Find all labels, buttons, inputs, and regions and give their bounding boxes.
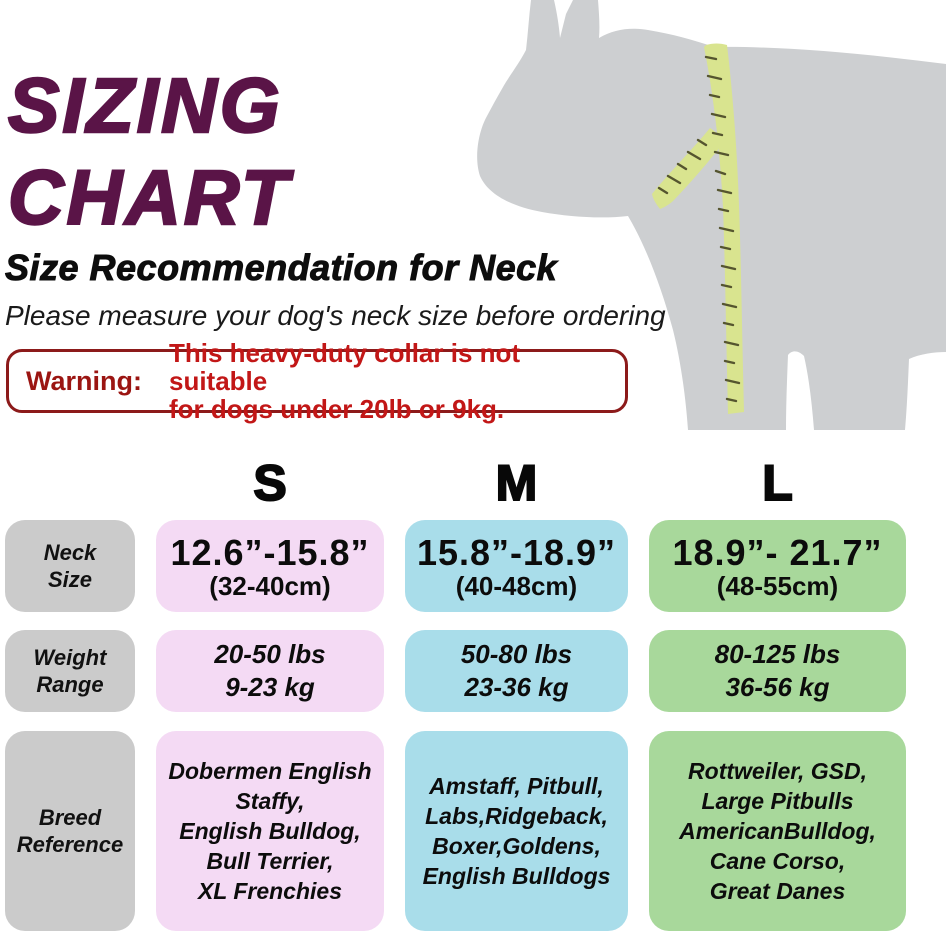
page-title: SIZING CHART [7,60,292,244]
dog-silhouette-icon [477,0,946,430]
row-label-text: Neck Size [43,540,97,592]
neck-size-s-cm: (32-40cm) [209,570,331,601]
breed-reference-row: Breed Reference Dobermen English Staffy,… [5,731,906,931]
column-header-m: M [495,454,539,512]
column-header-l: L [761,454,794,512]
breed-reference-cell-s: Dobermen English Staffy, English Bulldog… [156,731,384,931]
row-label-breed-reference: Breed Reference [5,731,135,931]
breed-reference-cell-m: Amstaff, Pitbull, Labs,Ridgeback, Boxer,… [405,731,628,931]
row-label-text: Breed Reference [16,805,124,857]
neck-size-cell-m: 15.8”-18.9” (40-48cm) [405,520,628,612]
row-label-weight-range: Weight Range [5,630,135,712]
weight-range-cell-l: 80-125 lbs 36-56 kg [649,630,906,712]
neck-size-s-inches: 12.6”-15.8” [170,531,370,573]
subtitle: Size Recommendation for Neck [4,247,558,289]
neck-size-l-inches: 18.9”- 21.7” [672,531,883,573]
page-title-line1: SIZING [7,62,283,151]
neck-size-l-cm: (48-55cm) [716,570,839,601]
neck-size-cell-l: 18.9”- 21.7” (48-55cm) [649,520,906,612]
row-label-neck-size: Neck Size [5,520,135,612]
weight-range-cell-s: 20-50 lbs 9-23 kg [156,630,384,712]
column-header-s: S [252,454,287,512]
weight-range-m: 50-80 lbs 23-36 kg [460,639,573,702]
weight-range-s: 20-50 lbs 9-23 kg [214,639,326,702]
breed-reference-m: Amstaff, Pitbull, Labs,Ridgeback, Boxer,… [422,773,611,889]
breed-reference-s: Dobermen English Staffy, English Bulldog… [168,758,372,904]
breed-reference-l: Rottweiler, GSD, Large Pitbulls American… [679,758,876,904]
weight-range-cell-m: 50-80 lbs 23-36 kg [405,630,628,712]
breed-reference-cell-l: Rottweiler, GSD, Large Pitbulls American… [649,731,906,931]
neck-size-cell-s: 12.6”-15.8” (32-40cm) [156,520,384,612]
warning-label: Warning: [26,365,142,396]
size-header-row: S M L [5,450,906,512]
measuring-tape-ticks [657,55,741,403]
measuring-tape-branch-icon [652,128,724,209]
page-title-line2: CHART [7,154,292,243]
neck-size-m-cm: (40-48cm) [455,570,578,601]
weight-range-l: 80-125 lbs 36-56 kg [714,639,841,702]
warning-box: Warning: This heavy-duty collar is not s… [6,339,628,423]
dog-illustration [440,0,946,440]
row-label-text: Weight Range [33,645,107,697]
dog-silhouette-icon [477,0,946,430]
neck-size-row: Neck Size 12.6”-15.8” (32-40cm) 15.8”-18… [5,520,906,612]
warning-message: This heavy-duty collar is not suitable f… [168,338,521,424]
weight-range-row: Weight Range 20-50 lbs 9-23 kg 50-80 lbs… [5,630,906,712]
neck-size-m-inches: 15.8”-18.9” [416,531,617,573]
measurement-note: Please measure your dog's neck size befo… [5,300,666,331]
